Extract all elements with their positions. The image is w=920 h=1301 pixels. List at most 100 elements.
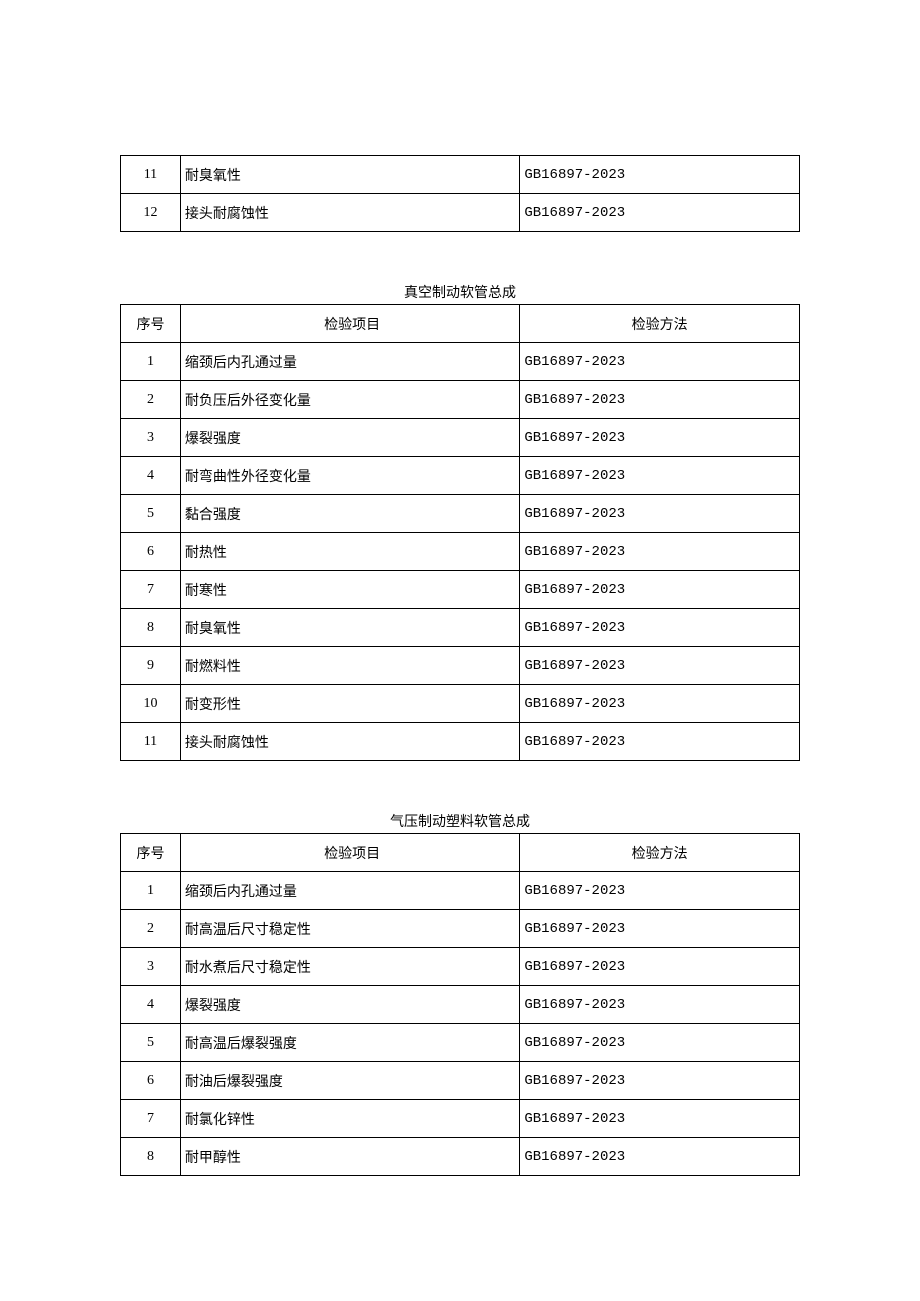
table-row: 1 缩颈后内孔通过量 GB16897-2023	[121, 343, 800, 381]
cell-num: 9	[121, 647, 181, 685]
cell-num: 4	[121, 457, 181, 495]
table-2-body: 1 缩颈后内孔通过量 GB16897-2023 2 耐负压后外径变化量 GB16…	[121, 343, 800, 761]
table-row: 6 耐油后爆裂强度 GB16897-2023	[121, 1062, 800, 1100]
cell-item: 爆裂强度	[180, 986, 519, 1024]
cell-item: 耐变形性	[180, 685, 519, 723]
table-1-body: 11 耐臭氧性 GB16897-2023 12 接头耐腐蚀性 GB16897-2…	[121, 156, 800, 232]
cell-method: GB16897-2023	[520, 194, 800, 232]
cell-item: 耐热性	[180, 533, 519, 571]
cell-method: GB16897-2023	[520, 419, 800, 457]
cell-num: 7	[121, 1100, 181, 1138]
cell-method: GB16897-2023	[520, 381, 800, 419]
header-item: 检验项目	[180, 305, 519, 343]
cell-num: 12	[121, 194, 181, 232]
table-row: 3 爆裂强度 GB16897-2023	[121, 419, 800, 457]
table-row: 11 接头耐腐蚀性 GB16897-2023	[121, 723, 800, 761]
cell-method: GB16897-2023	[520, 343, 800, 381]
cell-item: 耐燃料性	[180, 647, 519, 685]
cell-item: 耐油后爆裂强度	[180, 1062, 519, 1100]
table-row: 9 耐燃料性 GB16897-2023	[121, 647, 800, 685]
table-row: 2 耐负压后外径变化量 GB16897-2023	[121, 381, 800, 419]
table-row: 11 耐臭氧性 GB16897-2023	[121, 156, 800, 194]
cell-num: 2	[121, 381, 181, 419]
cell-method: GB16897-2023	[520, 1138, 800, 1176]
table-header-row: 序号 检验项目 检验方法	[121, 834, 800, 872]
cell-method: GB16897-2023	[520, 1062, 800, 1100]
cell-method: GB16897-2023	[520, 609, 800, 647]
cell-item: 爆裂强度	[180, 419, 519, 457]
table-3: 序号 检验项目 检验方法 1 缩颈后内孔通过量 GB16897-2023 2 耐…	[120, 833, 800, 1176]
cell-method: GB16897-2023	[520, 948, 800, 986]
cell-num: 6	[121, 1062, 181, 1100]
cell-item: 缩颈后内孔通过量	[180, 872, 519, 910]
cell-method: GB16897-2023	[520, 533, 800, 571]
header-method: 检验方法	[520, 834, 800, 872]
header-num: 序号	[121, 305, 181, 343]
table-row: 7 耐氯化锌性 GB16897-2023	[121, 1100, 800, 1138]
header-item: 检验项目	[180, 834, 519, 872]
cell-item: 耐水煮后尺寸稳定性	[180, 948, 519, 986]
cell-item: 接头耐腐蚀性	[180, 194, 519, 232]
cell-num: 3	[121, 948, 181, 986]
cell-item: 黏合强度	[180, 495, 519, 533]
cell-method: GB16897-2023	[520, 457, 800, 495]
cell-item: 接头耐腐蚀性	[180, 723, 519, 761]
cell-num: 3	[121, 419, 181, 457]
cell-method: GB16897-2023	[520, 647, 800, 685]
cell-method: GB16897-2023	[520, 1024, 800, 1062]
table-row: 2 耐高温后尺寸稳定性 GB16897-2023	[121, 910, 800, 948]
cell-num: 6	[121, 533, 181, 571]
cell-item: 耐弯曲性外径变化量	[180, 457, 519, 495]
table-row: 4 耐弯曲性外径变化量 GB16897-2023	[121, 457, 800, 495]
cell-method: GB16897-2023	[520, 156, 800, 194]
cell-num: 8	[121, 609, 181, 647]
table-row: 5 黏合强度 GB16897-2023	[121, 495, 800, 533]
cell-num: 2	[121, 910, 181, 948]
cell-item: 耐臭氧性	[180, 156, 519, 194]
cell-method: GB16897-2023	[520, 986, 800, 1024]
cell-item: 耐氯化锌性	[180, 1100, 519, 1138]
cell-num: 1	[121, 343, 181, 381]
table-row: 4 爆裂强度 GB16897-2023	[121, 986, 800, 1024]
table-3-title: 气压制动塑料软管总成	[120, 811, 800, 831]
cell-method: GB16897-2023	[520, 495, 800, 533]
table-2-title: 真空制动软管总成	[120, 282, 800, 302]
table-row: 5 耐高温后爆裂强度 GB16897-2023	[121, 1024, 800, 1062]
table-2-head: 序号 检验项目 检验方法	[121, 305, 800, 343]
table-1: 11 耐臭氧性 GB16897-2023 12 接头耐腐蚀性 GB16897-2…	[120, 155, 800, 232]
cell-num: 7	[121, 571, 181, 609]
cell-item: 耐甲醇性	[180, 1138, 519, 1176]
cell-item: 耐高温后爆裂强度	[180, 1024, 519, 1062]
cell-item: 耐寒性	[180, 571, 519, 609]
table-2: 序号 检验项目 检验方法 1 缩颈后内孔通过量 GB16897-2023 2 耐…	[120, 304, 800, 761]
cell-item: 耐高温后尺寸稳定性	[180, 910, 519, 948]
cell-item: 缩颈后内孔通过量	[180, 343, 519, 381]
table-row: 3 耐水煮后尺寸稳定性 GB16897-2023	[121, 948, 800, 986]
cell-num: 1	[121, 872, 181, 910]
table-row: 8 耐甲醇性 GB16897-2023	[121, 1138, 800, 1176]
table-row: 10 耐变形性 GB16897-2023	[121, 685, 800, 723]
cell-method: GB16897-2023	[520, 571, 800, 609]
cell-num: 10	[121, 685, 181, 723]
cell-item: 耐臭氧性	[180, 609, 519, 647]
cell-num: 5	[121, 1024, 181, 1062]
table-3-head: 序号 检验项目 检验方法	[121, 834, 800, 872]
cell-item: 耐负压后外径变化量	[180, 381, 519, 419]
cell-method: GB16897-2023	[520, 872, 800, 910]
cell-method: GB16897-2023	[520, 723, 800, 761]
header-method: 检验方法	[520, 305, 800, 343]
cell-num: 11	[121, 156, 181, 194]
table-header-row: 序号 检验项目 检验方法	[121, 305, 800, 343]
table-row: 6 耐热性 GB16897-2023	[121, 533, 800, 571]
cell-num: 5	[121, 495, 181, 533]
cell-num: 11	[121, 723, 181, 761]
cell-num: 4	[121, 986, 181, 1024]
cell-num: 8	[121, 1138, 181, 1176]
table-row: 1 缩颈后内孔通过量 GB16897-2023	[121, 872, 800, 910]
table-3-body: 1 缩颈后内孔通过量 GB16897-2023 2 耐高温后尺寸稳定性 GB16…	[121, 872, 800, 1176]
header-num: 序号	[121, 834, 181, 872]
table-row: 12 接头耐腐蚀性 GB16897-2023	[121, 194, 800, 232]
cell-method: GB16897-2023	[520, 910, 800, 948]
table-row: 7 耐寒性 GB16897-2023	[121, 571, 800, 609]
cell-method: GB16897-2023	[520, 1100, 800, 1138]
